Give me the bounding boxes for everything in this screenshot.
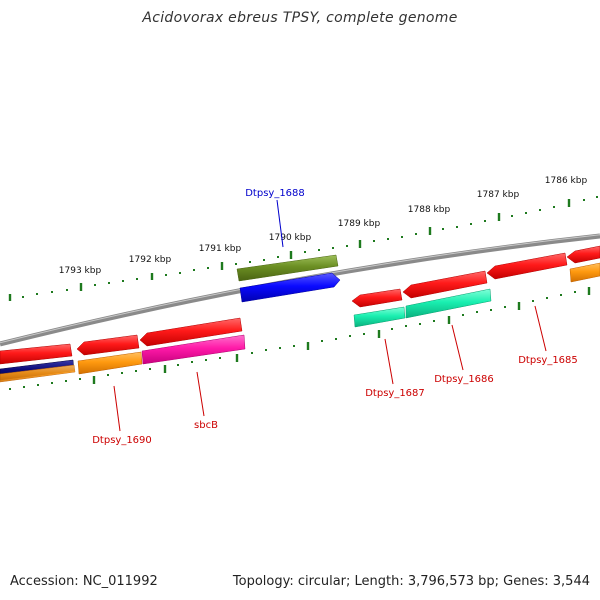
gene-feature-dtpsy-1686[interactable] [405, 288, 492, 319]
gene-feature-dtpsy-1688[interactable] [239, 272, 341, 303]
gene-feature-orange[interactable] [569, 262, 600, 283]
gene-feature-dtpsy-1689[interactable] [236, 254, 339, 282]
outer-ruler-track [8, 196, 598, 301]
leader-line [196, 371, 205, 417]
outer-ruler-major-ticks [8, 199, 571, 301]
leader-line [113, 385, 121, 432]
gene-feature-dtpsy-1690[interactable] [77, 351, 143, 375]
inner-ruler-track [9, 287, 591, 390]
leader-line [451, 324, 464, 371]
gene-label-dtpsy-1688[interactable]: Dtpsy_1688 [245, 188, 305, 199]
inner-ruler-major-ticks [92, 287, 591, 384]
gene-feature-sbcb[interactable] [141, 334, 246, 365]
gene-feature-red[interactable] [566, 245, 600, 264]
leader-line [384, 338, 394, 385]
genome-summary-text: Topology: circular; Length: 3,796,573 bp… [232, 574, 590, 589]
ruler-label: 1791 kbp [199, 244, 242, 254]
gene-feature-dtpsy-1687[interactable] [353, 306, 406, 328]
ruler-label: 1793 kbp [59, 266, 102, 276]
gene-feature-dtpsy-1690-upper[interactable] [76, 334, 140, 356]
ruler-label: 1790 kbp [269, 233, 312, 243]
outer-ruler-minor-ticks [22, 196, 598, 298]
gene-feature-orange[interactable] [0, 364, 76, 383]
accession-text: Accession: NC_011992 [10, 574, 158, 589]
ruler-label: 1789 kbp [338, 219, 381, 229]
gene-feature-red[interactable] [402, 270, 488, 299]
forward-strand-genes [236, 254, 341, 303]
gene-label-dtpsy-1686[interactable]: Dtpsy_1686 [434, 374, 494, 385]
ruler-labels: 1786 kbp 1787 kbp 1788 kbp 1789 kbp 1790… [59, 176, 588, 276]
ruler-label: 1787 kbp [477, 190, 520, 200]
ruler-label: 1786 kbp [545, 176, 588, 186]
gene-labels: Dtpsy_1688 Dtpsy_1687 Dtpsy_1686 Dtpsy_1… [92, 188, 578, 446]
reverse-strand-genes [0, 245, 600, 383]
inner-ruler-minor-ticks [9, 291, 576, 390]
gene-label-dtpsy-1685[interactable]: Dtpsy_1685 [518, 355, 578, 366]
ruler-label: 1792 kbp [129, 255, 172, 265]
gene-label-dtpsy-1690[interactable]: Dtpsy_1690 [92, 435, 152, 446]
label-leaders [113, 199, 547, 432]
leader-line [534, 305, 547, 352]
gene-feature-red[interactable] [0, 343, 73, 365]
gene-label-sbcb[interactable]: sbcB [194, 420, 218, 431]
gene-feature-red[interactable] [351, 288, 403, 308]
gene-feature-red[interactable] [486, 252, 568, 280]
gene-feature-red[interactable] [139, 317, 243, 347]
gene-label-dtpsy-1687[interactable]: Dtpsy_1687 [365, 388, 425, 399]
map-title: Acidovorax ebreus TPSY, complete genome [142, 10, 458, 26]
ruler-label: 1788 kbp [408, 205, 451, 215]
leader-line [276, 199, 284, 248]
